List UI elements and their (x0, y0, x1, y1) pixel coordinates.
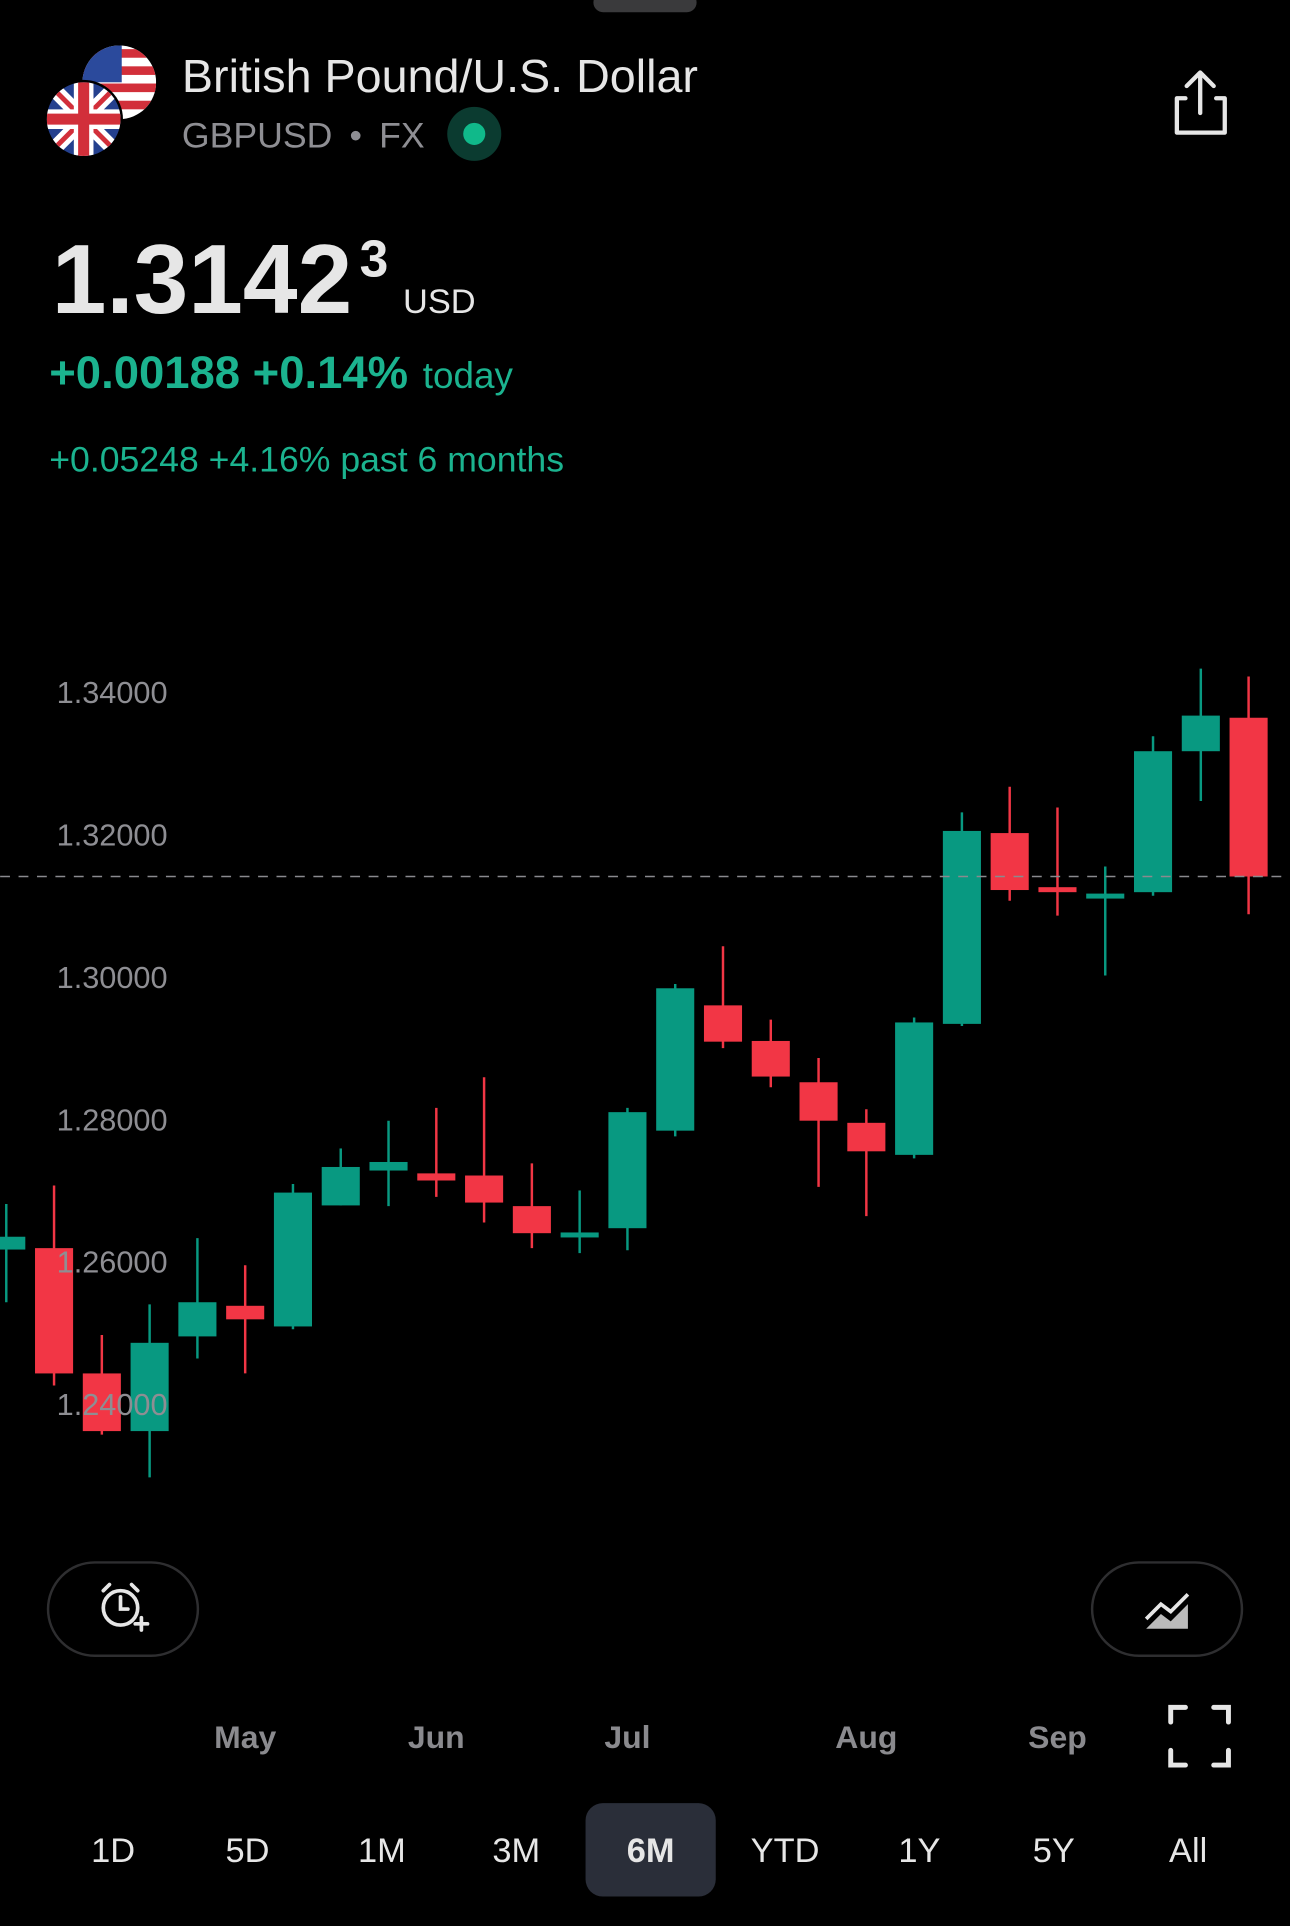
market: FX (379, 115, 425, 155)
change-period: +0.05248 +4.16% past 6 months (49, 440, 564, 480)
candle-body (942, 830, 981, 1024)
subtitle: GBPUSD • FX (182, 115, 425, 155)
fullscreen-button[interactable] (1168, 1704, 1231, 1768)
change-today-value: +0.00188 +0.14% (49, 347, 408, 398)
candle-body (82, 1373, 121, 1432)
candle-body (1038, 887, 1077, 893)
x-tick-label: May (214, 1719, 276, 1755)
uk-flag (44, 79, 123, 159)
range-button[interactable]: All (1169, 1832, 1207, 1870)
y-tick-label: 1.30000 (57, 960, 168, 995)
candle-body (465, 1175, 504, 1203)
candle-body (1229, 717, 1268, 877)
candle-body (799, 1082, 838, 1121)
candle-body (1181, 715, 1220, 752)
range-button[interactable]: YTD (751, 1832, 820, 1870)
chart-type-button[interactable] (1090, 1561, 1244, 1657)
candle-body (369, 1161, 408, 1171)
candle-body (656, 988, 695, 1131)
price-main: 1.3142 (52, 224, 353, 334)
currency: USD (403, 283, 476, 321)
today-label: today (423, 355, 514, 396)
candle-body (35, 1248, 74, 1374)
candle-body (751, 1040, 790, 1077)
candle-body (512, 1206, 551, 1234)
candle-body (847, 1122, 886, 1152)
candle-body (703, 1005, 743, 1042)
range-button[interactable]: 1D (91, 1832, 135, 1870)
y-tick-label: 1.26000 (57, 1245, 168, 1280)
candle-body (608, 1112, 647, 1229)
candle-body (417, 1173, 456, 1181)
range-button[interactable]: 6M (627, 1832, 675, 1870)
chart: 1.34000 1.32000 1.30000 1.28000 1.26000 1.240… (0, 668, 1290, 1478)
range-button[interactable]: 3M (492, 1832, 540, 1870)
y-tick-label: 1.34000 (57, 675, 168, 710)
range-button[interactable]: 5D (226, 1832, 270, 1870)
range-button[interactable]: 1M (358, 1832, 406, 1870)
share-button[interactable] (1174, 70, 1227, 135)
candle-body (178, 1302, 217, 1337)
candle-body (321, 1166, 360, 1206)
market-status-dot (463, 122, 486, 145)
candle-body (895, 1022, 934, 1155)
symbol: GBPUSD (182, 115, 332, 155)
sheet-handle (593, 0, 697, 13)
separator: • (350, 115, 362, 155)
candle-body (273, 1192, 313, 1327)
range-button[interactable]: 1Y (898, 1832, 940, 1870)
price-sup: 3 (360, 229, 389, 287)
change-today: +0.00188 +0.14% today (49, 347, 513, 398)
candle-body (560, 1232, 599, 1238)
selected-range-bg (585, 1803, 716, 1897)
range-selector: 1D 5D 1M 3M 6M YTD 1Y 5Y All (91, 1832, 1207, 1870)
candle-body (1133, 751, 1173, 893)
y-tick-label: 1.32000 (57, 818, 168, 853)
candle-body (130, 1342, 169, 1432)
y-tick-label: 1.28000 (57, 1102, 168, 1137)
alert-button[interactable] (46, 1561, 200, 1657)
x-tick-label: Jun (408, 1719, 465, 1755)
y-tick-label: 1.24000 (57, 1387, 168, 1422)
price: 1.3142 3 USD (52, 224, 476, 334)
candle-body (226, 1305, 265, 1320)
candle-body (1086, 893, 1125, 899)
x-tick-label: Aug (835, 1719, 897, 1755)
x-tick-label: Jul (604, 1719, 650, 1755)
candle-body (990, 833, 1029, 891)
range-button[interactable]: 5Y (1033, 1832, 1075, 1870)
candle-body (0, 1236, 26, 1250)
x-tick-label: Sep (1028, 1719, 1087, 1755)
title: British Pound/U.S. Dollar (182, 50, 698, 102)
